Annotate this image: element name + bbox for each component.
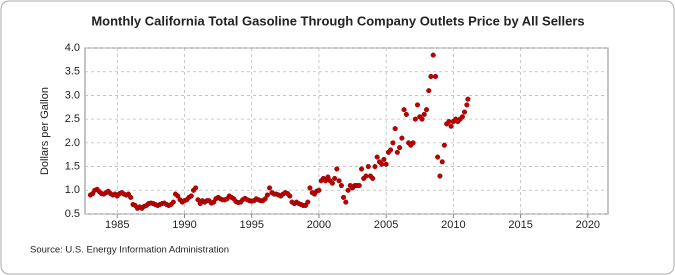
data-point [448, 123, 454, 129]
data-point [262, 196, 268, 202]
data-point [421, 111, 427, 117]
x-tick-label: 2015 [508, 219, 532, 231]
data-point [394, 149, 400, 155]
data-point [372, 164, 378, 170]
chart-title: Monthly California Total Gasoline Throug… [91, 13, 584, 28]
data-point [307, 185, 313, 191]
data-point [401, 107, 407, 113]
data-point [379, 161, 385, 167]
data-point [363, 173, 369, 179]
data-point [365, 164, 371, 170]
data-point [334, 166, 340, 172]
data-point [439, 159, 445, 165]
y-tick-label: 0.5 [65, 208, 80, 220]
data-point [188, 193, 194, 199]
data-point [264, 192, 270, 198]
data-point [340, 194, 347, 200]
data-point [403, 111, 409, 117]
data-point [446, 118, 452, 125]
data-point [175, 193, 181, 199]
y-tick-label: 2.0 [65, 137, 80, 149]
data-point [359, 166, 365, 172]
y-tick-label: 4.0 [65, 42, 80, 54]
data-point [390, 140, 396, 146]
source-note: Source: U.S. Energy Information Administ… [30, 245, 229, 256]
data-point [329, 180, 335, 186]
data-point [435, 154, 441, 160]
data-point [383, 161, 389, 167]
y-tick-label: 1.0 [65, 184, 80, 196]
data-point [430, 52, 436, 58]
data-point [336, 178, 342, 184]
x-tick-label: 1985 [105, 219, 129, 231]
data-point [412, 116, 418, 122]
data-point [325, 174, 331, 180]
data-point [461, 109, 468, 115]
data-point [419, 116, 425, 122]
data-point [170, 199, 176, 205]
x-tick-label: 2010 [441, 219, 465, 231]
x-tick-label: 2000 [307, 219, 331, 231]
x-tick-label: 1995 [239, 219, 263, 231]
data-point [432, 73, 439, 80]
data-point [338, 182, 344, 189]
data-point [441, 142, 447, 148]
data-point [287, 193, 293, 199]
data-point [343, 199, 349, 205]
data-point [397, 145, 403, 151]
data-point [459, 114, 465, 120]
x-tick-label: 2005 [374, 219, 398, 231]
y-tick-label: 3.5 [65, 66, 80, 78]
data-point [381, 156, 387, 163]
x-tick-label: 2020 [576, 219, 600, 231]
y-tick-label: 1.5 [65, 160, 80, 172]
data-point [423, 107, 430, 113]
data-point [316, 187, 322, 193]
data-point [428, 73, 434, 80]
data-point [388, 147, 394, 153]
data-point [464, 102, 470, 108]
data-point [414, 102, 421, 108]
data-point [410, 140, 416, 146]
y-tick-label: 2.5 [65, 113, 80, 125]
data-point [332, 175, 338, 181]
data-point [465, 96, 471, 102]
data-point [267, 185, 273, 191]
data-point [426, 88, 432, 94]
y-tick-label: 3.0 [65, 89, 80, 101]
data-point [305, 199, 311, 205]
data-point [356, 182, 362, 189]
data-point [193, 185, 199, 191]
data-point [392, 126, 398, 132]
data-point [374, 154, 380, 160]
data-point [437, 173, 443, 179]
y-axis-label: Dollars per Gallon [39, 87, 51, 175]
data-point [128, 194, 134, 200]
data-point [399, 135, 405, 141]
data-point [345, 187, 351, 193]
data-point [370, 175, 376, 181]
x-tick-label: 1990 [172, 219, 196, 231]
